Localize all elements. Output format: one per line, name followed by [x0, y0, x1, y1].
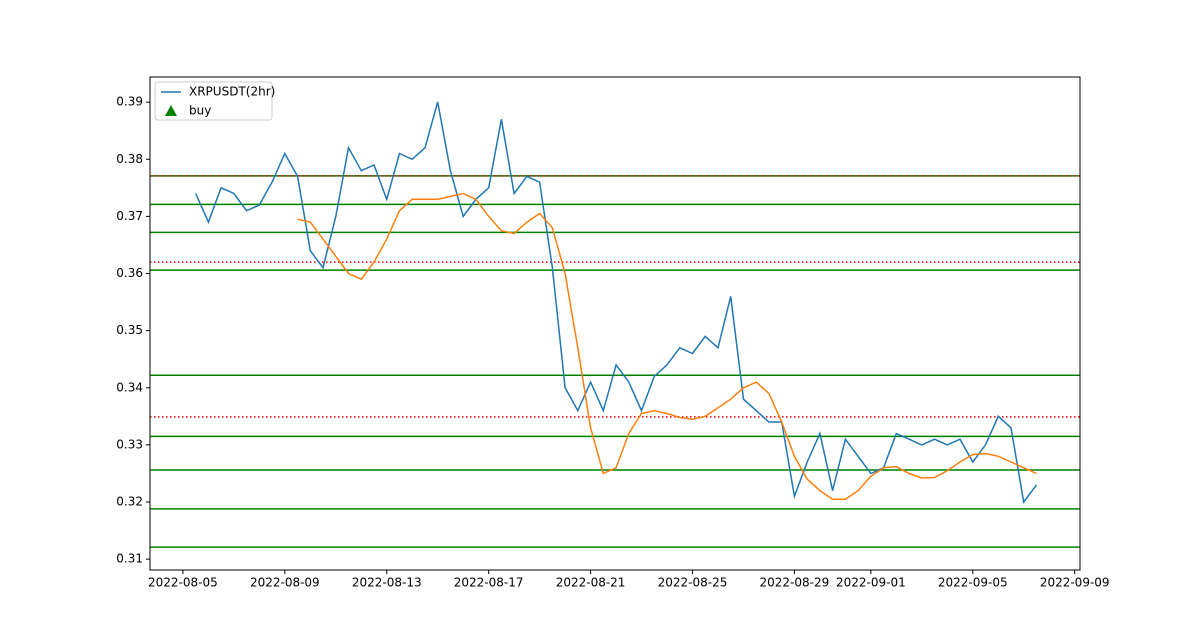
- y-tick-label: 0.31: [116, 552, 143, 566]
- legend-box: [154, 81, 273, 121]
- legend-label: XRPUSDT(2hr): [189, 85, 275, 99]
- y-tick-label: 0.35: [116, 323, 143, 337]
- y-tick-label: 0.39: [116, 95, 143, 109]
- x-tick-label: 2022-09-09: [1040, 576, 1110, 590]
- series-line: [297, 192, 1037, 500]
- x-tick-label: 2022-08-09: [250, 576, 320, 590]
- legend-label: buy: [189, 104, 211, 118]
- y-tick-label: 0.32: [116, 495, 143, 509]
- x-tick-label: 2022-08-05: [148, 576, 218, 590]
- x-tick-label: 2022-08-21: [556, 576, 626, 590]
- x-tick-label: 2022-09-05: [938, 576, 1008, 590]
- x-tick-label: 2022-08-29: [760, 576, 830, 590]
- legend-marker: [165, 105, 177, 116]
- x-tick-label: 2022-08-25: [658, 576, 728, 590]
- series-line: [195, 101, 1038, 504]
- y-tick-label: 0.34: [116, 380, 143, 394]
- x-tick-label: 2022-09-01: [836, 576, 906, 590]
- y-tick-label: 0.36: [116, 266, 143, 280]
- x-tick-label: 2022-08-13: [352, 576, 422, 590]
- y-tick-label: 0.33: [116, 437, 143, 451]
- plot-frame: [149, 76, 1081, 571]
- y-tick-label: 0.38: [116, 152, 143, 166]
- y-tick-label: 0.37: [116, 209, 143, 223]
- x-tick-label: 2022-08-17: [454, 576, 524, 590]
